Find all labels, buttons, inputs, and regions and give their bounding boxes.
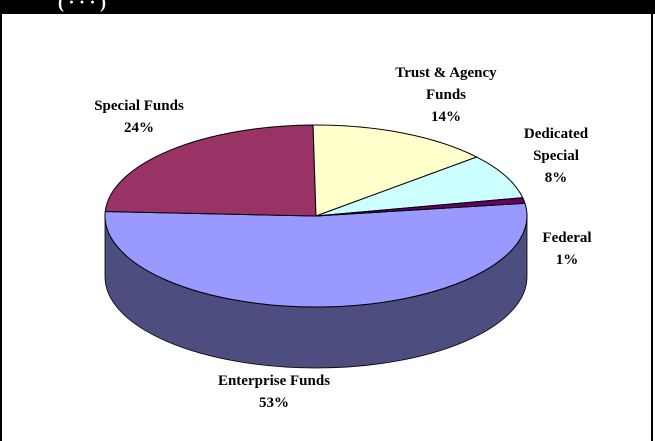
pie-slice-dedicated-special xyxy=(315,156,524,217)
slice-label-special-funds: Special Funds 24% xyxy=(94,98,184,136)
clipped-title-bar: ( · · · ) xyxy=(0,0,655,14)
pie-tops xyxy=(104,124,528,308)
slice-label-dedicated-special: Dedicated Special 8% xyxy=(524,126,589,186)
clipped-title-text: ( · · · ) xyxy=(58,0,106,12)
frame-border-left xyxy=(0,14,2,441)
pie-slice-special-funds xyxy=(104,124,317,217)
slice-label-trust-agency-funds: Trust & Agency Funds 14% xyxy=(395,65,497,125)
pie-labels: Enterprise Funds 53% Special Funds 24% Trust… xyxy=(94,65,591,411)
slice-label-enterprise-funds: Enterprise Funds 53% xyxy=(218,373,330,411)
pie-slice-federal xyxy=(315,197,526,217)
pie-slice-trust-agency-funds xyxy=(312,124,478,217)
slice-label-federal: Federal 1% xyxy=(542,230,591,268)
frame-border-right xyxy=(651,14,653,441)
pie-slice-enterprise-funds xyxy=(104,202,528,308)
